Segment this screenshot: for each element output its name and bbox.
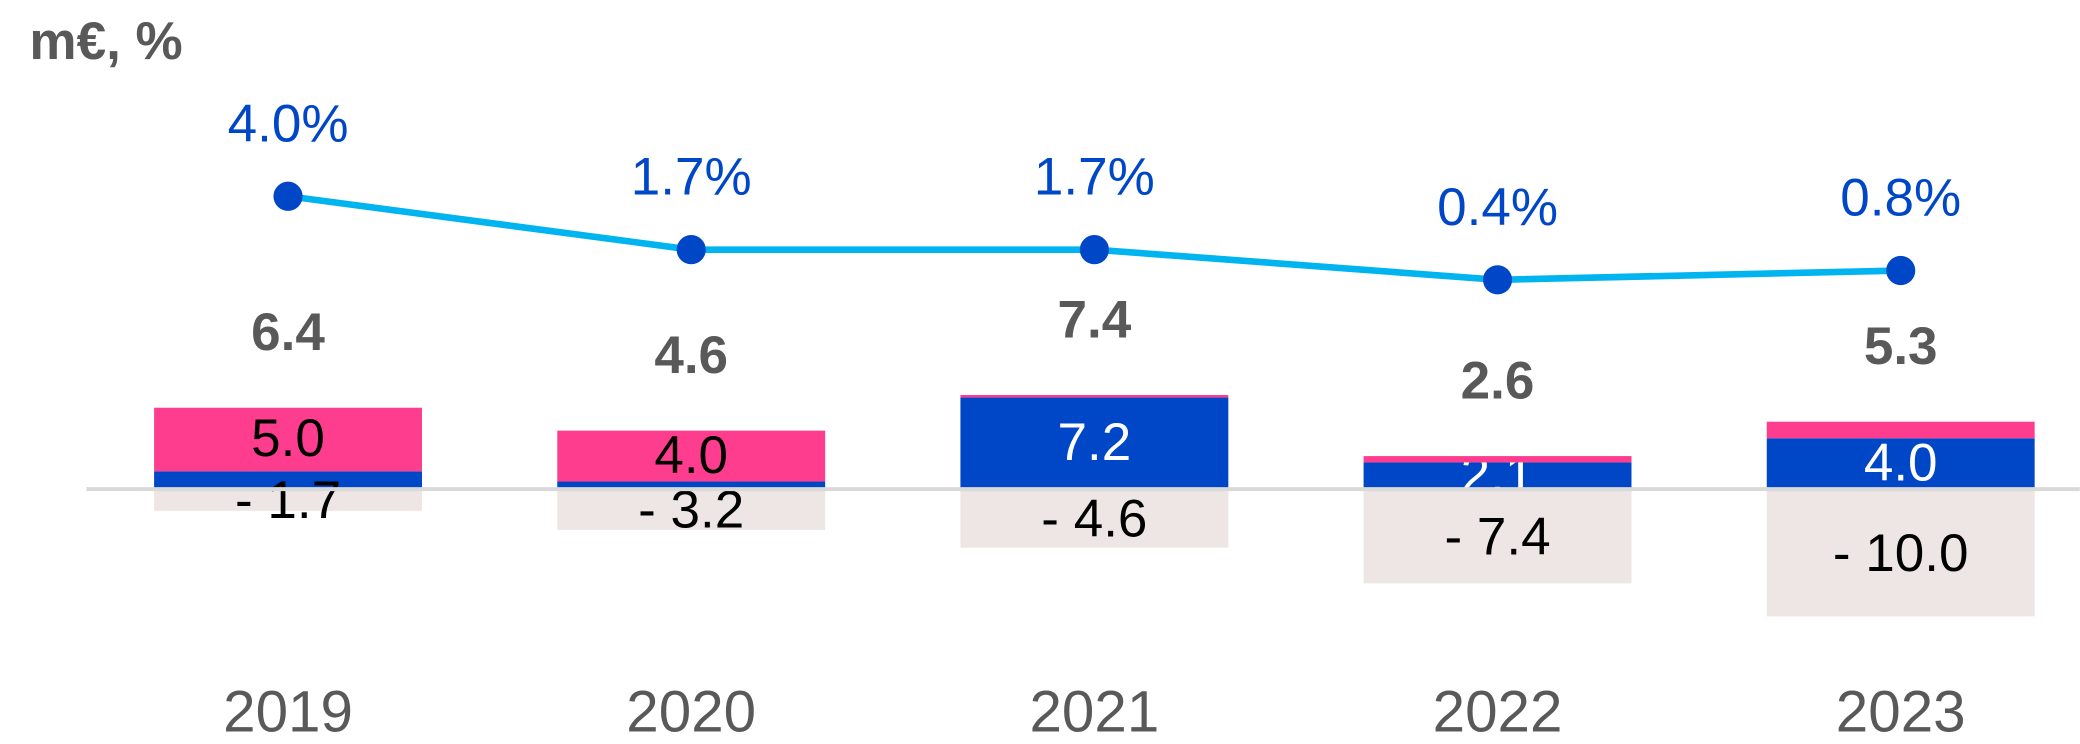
x-tick-label: 2021 bbox=[1029, 680, 1159, 744]
bar-segment bbox=[960, 394, 1229, 398]
value-label: 4.0 bbox=[654, 426, 728, 485]
value-label: 4.0 bbox=[1864, 433, 1938, 492]
bar-segment bbox=[154, 407, 422, 472]
line-point bbox=[1886, 255, 1916, 286]
bar-segment bbox=[1766, 421, 2035, 439]
bar-segment bbox=[154, 489, 422, 511]
line-label: 0.4% bbox=[1437, 178, 1558, 237]
line-label: 1.7% bbox=[631, 148, 752, 207]
line-point bbox=[1079, 235, 1109, 265]
bar-segment bbox=[1766, 489, 2035, 617]
bar-segment bbox=[557, 489, 826, 530]
chart-title: m€, % bbox=[29, 12, 182, 71]
x-tick-label: 2020 bbox=[626, 680, 756, 744]
total-label: 6.4 bbox=[251, 303, 325, 362]
value-label: 7.2 bbox=[1058, 413, 1132, 472]
bar-segment bbox=[154, 471, 422, 490]
bar-segment bbox=[557, 481, 826, 490]
total-label: 4.6 bbox=[654, 326, 728, 385]
value-label: - 10.0 bbox=[1833, 524, 1969, 583]
x-tick-label: 2022 bbox=[1433, 680, 1563, 744]
line-point bbox=[676, 235, 706, 265]
bar-segment bbox=[1766, 438, 2035, 490]
bar-segment bbox=[960, 397, 1229, 490]
line-point bbox=[273, 181, 303, 211]
bar-segment bbox=[960, 489, 1229, 548]
line-label: 1.7% bbox=[1034, 148, 1155, 207]
bar-segment bbox=[1363, 456, 1632, 463]
bar-segment bbox=[1363, 462, 1632, 490]
bar-segment bbox=[557, 430, 826, 482]
value-label: 5.0 bbox=[251, 409, 325, 468]
value-label: - 7.4 bbox=[1444, 507, 1550, 566]
total-label: 7.4 bbox=[1058, 290, 1132, 349]
x-tick-label: 2019 bbox=[223, 680, 353, 744]
value-label: - 4.6 bbox=[1041, 489, 1147, 548]
bar-segment bbox=[1363, 489, 1632, 584]
line-point bbox=[1482, 265, 1513, 295]
line-label: 4.0% bbox=[228, 94, 349, 153]
value-label: - 1.7 bbox=[235, 471, 341, 530]
line-label: 0.8% bbox=[1840, 169, 1961, 228]
total-label: 5.3 bbox=[1864, 317, 1938, 376]
x-tick-label: 2023 bbox=[1836, 680, 1966, 744]
total-label: 2.6 bbox=[1461, 351, 1535, 410]
